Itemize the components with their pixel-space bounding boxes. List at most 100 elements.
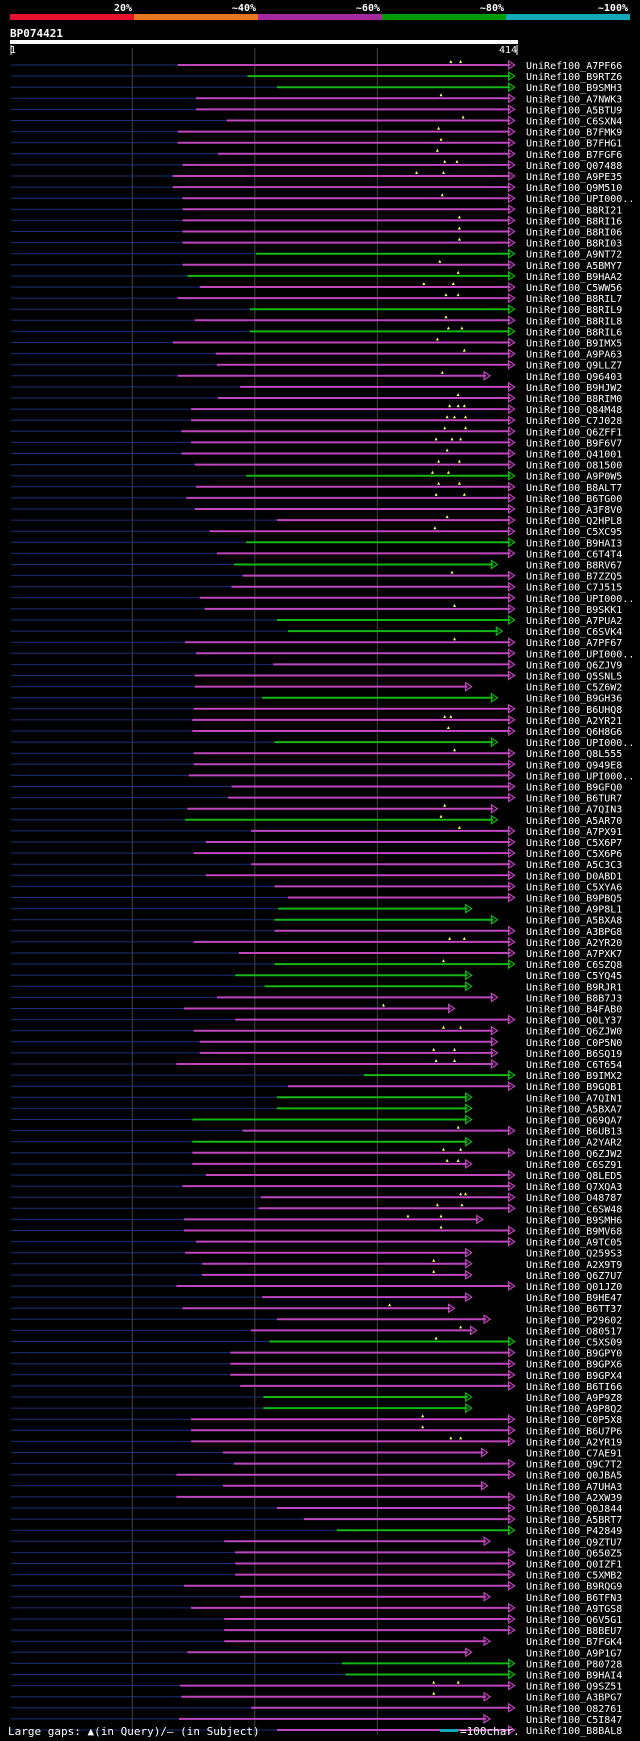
hit-row[interactable]: UniRef100_B6SQ19 (11, 1047, 622, 1060)
hit-label[interactable]: UniRef100_Q6V5G1 (526, 1615, 622, 1626)
hit-label[interactable]: UniRef100_B8B7J3 (526, 993, 622, 1004)
hit-label[interactable]: UniRef100_C6SW48 (526, 1204, 622, 1215)
hit-row[interactable]: UniRef100_A7QIN1 (11, 1092, 622, 1104)
hit-row[interactable]: UniRef100_Q0IZF1 (11, 1558, 622, 1571)
hit-label[interactable]: UniRef100_Q8L555 (526, 749, 622, 760)
hit-label[interactable]: UniRef100_C5YQ45 (526, 971, 622, 982)
hit-row[interactable]: UniRef100_B9HE47 (11, 1291, 622, 1304)
hit-label[interactable]: UniRef100_C7J515 (526, 583, 622, 594)
hit-row[interactable]: UniRef100_Q0LY37 (11, 1014, 622, 1027)
hit-label[interactable]: UniRef100_A9P0W5 (526, 472, 622, 483)
hit-row[interactable]: UniRef100_A2YAR2 (11, 1136, 622, 1149)
hit-row[interactable]: UniRef100_B9IMX2 (11, 1069, 622, 1082)
hit-label[interactable]: UniRef100_B6TG00 (526, 494, 622, 505)
hit-row[interactable]: UniRef100_P29602 (11, 1314, 622, 1326)
hit-row[interactable]: UniRef100_C5Z6W2 (11, 681, 622, 694)
hit-row[interactable]: UniRef100_Q0JBA5 (11, 1469, 622, 1482)
hit-row[interactable]: UniRef100_A2YR20 (11, 936, 622, 949)
hit-row[interactable]: UniRef100_B6TG00 (11, 492, 622, 505)
hit-row[interactable]: UniRef100_A9PE35 (11, 170, 622, 183)
hit-label[interactable]: UniRef100_B9SKK1 (526, 605, 622, 616)
hit-row[interactable]: UniRef100_B9GPX6 (11, 1358, 622, 1371)
hit-row[interactable]: UniRef100_B8RI16 (11, 215, 622, 227)
hit-row[interactable]: UniRef100_C5I847 (11, 1713, 622, 1726)
hit-row[interactable]: UniRef100_A2YR19 (11, 1436, 622, 1448)
hit-label[interactable]: UniRef100_A2YR21 (526, 716, 622, 727)
hit-row[interactable]: UniRef100_A3BPG7 (11, 1691, 622, 1704)
hit-label[interactable]: UniRef100_Q2HPL8 (526, 516, 622, 527)
hit-label[interactable]: UniRef100_A9PA63 (526, 350, 622, 361)
hit-label[interactable]: UniRef100_B9IMX5 (526, 339, 622, 350)
hit-row[interactable]: UniRef100_C0P5N0 (11, 1036, 622, 1049)
hit-row[interactable]: UniRef100_C7J515 (11, 581, 622, 594)
hit-label[interactable]: UniRef100_B9HJW2 (526, 383, 622, 394)
hit-label[interactable]: UniRef100_Q0JBA5 (526, 1471, 622, 1482)
hit-label[interactable]: UniRef100_A7NWK3 (526, 94, 622, 105)
hit-row[interactable]: UniRef100_Q69QA7 (11, 1114, 622, 1127)
hit-row[interactable]: UniRef100_Q9ZTU7 (11, 1536, 622, 1548)
hit-row[interactable]: UniRef100_B9IMX5 (11, 337, 622, 350)
hit-label[interactable]: UniRef100_Q96403 (526, 372, 622, 383)
hit-label[interactable]: UniRef100_C5XYA6 (526, 882, 622, 893)
hit-label[interactable]: UniRef100_B6TI66 (526, 1382, 622, 1393)
hit-label[interactable]: UniRef100_B6UB13 (526, 1127, 622, 1138)
hit-label[interactable]: UniRef100_C5XMB2 (526, 1571, 622, 1582)
hit-row[interactable]: UniRef100_B8RIL6 (11, 326, 622, 338)
hit-row[interactable]: UniRef100_Q9LLZ7 (11, 359, 622, 372)
hit-label[interactable]: UniRef100_Q259S3 (526, 1249, 622, 1260)
hit-row[interactable]: UniRef100_A7PF66 (11, 59, 622, 72)
hit-label[interactable]: UniRef100_D0ABD1 (526, 871, 622, 882)
hit-row[interactable]: UniRef100_B6U7P6 (11, 1425, 622, 1437)
hit-row[interactable]: UniRef100_UPI000.. (11, 770, 634, 782)
hit-label[interactable]: UniRef100_B4FAB0 (526, 1005, 622, 1016)
hit-row[interactable]: UniRef100_B9SMH6 (11, 1214, 622, 1226)
hit-row[interactable]: UniRef100_Q96403 (11, 370, 622, 383)
hit-row[interactable]: UniRef100_A9TC05 (11, 1236, 622, 1249)
hit-row[interactable]: UniRef100_UPI000.. (11, 648, 634, 660)
hit-row[interactable]: UniRef100_O81500 (11, 459, 622, 472)
hit-label[interactable]: UniRef100_A2YR20 (526, 938, 622, 949)
hit-label[interactable]: UniRef100_UPI000.. (526, 594, 634, 605)
hit-label[interactable]: UniRef100_C5I847 (526, 1715, 622, 1726)
hit-row[interactable]: UniRef100_C6SVK4 (11, 625, 622, 638)
hit-label[interactable]: UniRef100_C6T4T4 (526, 549, 622, 560)
hit-label[interactable]: UniRef100_A7PX91 (526, 827, 622, 838)
hit-label[interactable]: UniRef100_B9SMH6 (526, 1215, 622, 1226)
hit-label[interactable]: UniRef100_C6SVK4 (526, 627, 622, 638)
hit-label[interactable]: UniRef100_UPI000.. (526, 194, 634, 205)
hit-label[interactable]: UniRef100_B9GPY0 (526, 1349, 622, 1360)
hit-row[interactable]: UniRef100_A3F8V0 (11, 503, 622, 516)
hit-row[interactable]: UniRef100_Q6ZFF1 (11, 426, 622, 438)
hit-label[interactable]: UniRef100_C5XS09 (526, 1338, 622, 1349)
hit-label[interactable]: UniRef100_B8RI06 (526, 228, 622, 239)
hit-label[interactable]: UniRef100_Q0IZF1 (526, 1560, 622, 1571)
hit-label[interactable]: UniRef100_A5AR70 (526, 816, 622, 827)
hit-row[interactable]: UniRef100_C6T654 (11, 1058, 622, 1071)
hit-label[interactable]: UniRef100_Q6ZFF1 (526, 427, 622, 438)
hit-label[interactable]: UniRef100_B8ALT7 (526, 483, 622, 494)
hit-row[interactable]: UniRef100_C5XS09 (11, 1336, 622, 1349)
hit-label[interactable]: UniRef100_Q6Z7U7 (526, 1271, 622, 1282)
hit-row[interactable]: UniRef100_Q9SZ51 (11, 1680, 622, 1693)
hit-label[interactable]: UniRef100_A5BXA7 (526, 1104, 622, 1115)
hit-row[interactable]: UniRef100_A5AR70 (11, 814, 622, 827)
hit-row[interactable]: UniRef100_Q6ZJV9 (11, 659, 622, 671)
hit-label[interactable]: UniRef100_Q41001 (526, 450, 622, 461)
hit-row[interactable]: UniRef100_A7PUA2 (11, 614, 622, 627)
hit-label[interactable]: UniRef100_A2X9T9 (526, 1260, 622, 1271)
hit-row[interactable]: UniRef100_B8B7J3 (11, 992, 622, 1004)
hit-label[interactable]: UniRef100_B8RIM0 (526, 394, 622, 405)
hit-row[interactable]: UniRef100_C6T4T4 (11, 548, 622, 560)
hit-label[interactable]: UniRef100_A5BRT7 (526, 1515, 622, 1526)
hit-label[interactable]: UniRef100_B8RI21 (526, 205, 622, 216)
hit-row[interactable]: UniRef100_A5BRT7 (11, 1513, 622, 1526)
hit-label[interactable]: UniRef100_Q9M510 (526, 183, 622, 194)
hit-row[interactable]: UniRef100_B9HJW2 (11, 381, 622, 394)
hit-row[interactable]: UniRef100_A2X9T9 (11, 1258, 622, 1271)
hit-label[interactable]: UniRef100_B9IMX2 (526, 1071, 622, 1082)
hit-row[interactable]: UniRef100_A9P0W5 (11, 470, 622, 483)
hit-label[interactable]: UniRef100_O48787 (526, 1193, 622, 1204)
hit-row[interactable]: UniRef100_A2YR21 (11, 714, 622, 727)
hit-label[interactable]: UniRef100_Q69QA7 (526, 1116, 622, 1127)
hit-label[interactable]: UniRef100_C7AE91 (526, 1449, 622, 1460)
